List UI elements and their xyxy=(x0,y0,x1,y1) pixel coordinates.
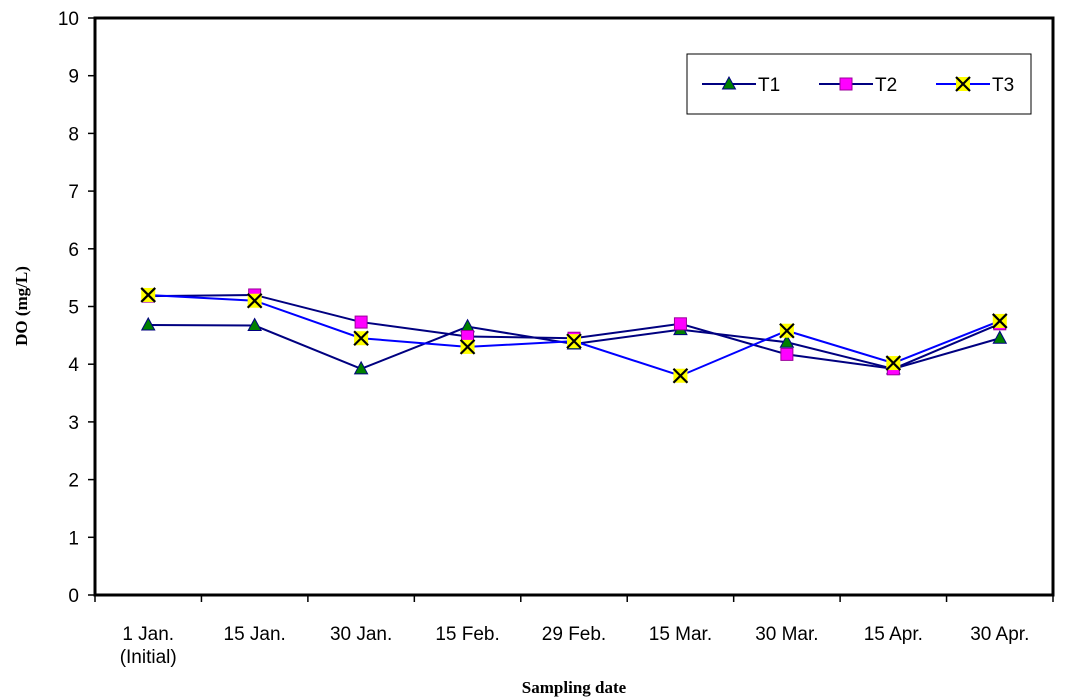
data-point-t1 xyxy=(353,360,369,375)
x-marker-stroke xyxy=(140,287,157,303)
y-tick-label: 9 xyxy=(68,67,79,88)
legend-marker-t3 xyxy=(955,76,971,92)
x-axis-title: Sampling date xyxy=(522,678,627,697)
y-tick-label: 3 xyxy=(68,413,79,434)
y-tick-label: 2 xyxy=(68,471,79,492)
legend-marker-t2 xyxy=(839,77,853,91)
data-point-t3 xyxy=(353,330,369,347)
x-marker-stroke xyxy=(991,313,1008,329)
data-point-t3 xyxy=(672,367,689,384)
legend-label-t3: T3 xyxy=(992,75,1014,96)
data-point-t3 xyxy=(459,339,476,355)
data-point-t3 xyxy=(140,287,157,303)
x-tick-label: 15 Jan. xyxy=(224,624,286,645)
x-marker-stroke xyxy=(459,339,476,355)
data-point-t3 xyxy=(779,322,795,339)
x-marker-stroke xyxy=(779,322,795,339)
legend-label-t2: T2 xyxy=(875,75,897,96)
data-point-t3 xyxy=(885,355,902,371)
x-marker-stroke xyxy=(672,367,689,384)
axes: 0 1 2 3 4 5 6 7 8 9 10 1 Jan.(Initial) 15 Jan. 30 Jan… xyxy=(58,9,1054,668)
data-point-t2 xyxy=(780,347,794,361)
data-point-t2 xyxy=(673,317,687,331)
x-tick-label: 15 Mar. xyxy=(649,624,712,645)
y-tick-label: 5 xyxy=(68,298,79,319)
x-marker-stroke xyxy=(885,355,902,371)
legend-marker-t1 xyxy=(721,75,737,90)
x-tick-label: 15 Feb. xyxy=(435,624,499,645)
x-tick-label: 29 Feb. xyxy=(542,624,606,645)
x-marker-stroke xyxy=(353,330,369,347)
data-point-t1 xyxy=(140,316,156,331)
y-tick-label: 0 xyxy=(68,586,79,607)
data-point-t1 xyxy=(247,317,263,332)
y-tick-label: 4 xyxy=(68,355,79,376)
data-point-t1 xyxy=(992,330,1008,344)
data-point-t3 xyxy=(246,292,263,309)
y-tick-label: 7 xyxy=(68,182,79,203)
data-point-t1 xyxy=(779,334,795,348)
data-point-t3 xyxy=(566,333,582,349)
y-tick-label: 6 xyxy=(68,240,79,261)
x-tick-label: 30 Mar. xyxy=(755,624,818,645)
x-tick-label: 15 Apr. xyxy=(864,624,923,645)
y-tick-label: 10 xyxy=(58,9,79,30)
x-tick-label: 30 Jan. xyxy=(330,624,392,645)
x-marker-stroke xyxy=(955,76,971,92)
plot-border xyxy=(93,16,1055,597)
legend-label-t1: T1 xyxy=(758,75,780,96)
y-tick-label: 8 xyxy=(68,124,79,145)
x-marker-stroke xyxy=(566,333,582,349)
x-marker-stroke xyxy=(246,292,263,309)
x-tick-label: 30 Apr. xyxy=(970,624,1029,645)
series-markers xyxy=(140,287,1008,384)
data-point-t3 xyxy=(991,313,1008,329)
y-tick-label: 1 xyxy=(68,528,79,549)
data-point-t2 xyxy=(354,315,368,329)
y-axis-title: DO (mg/L) xyxy=(12,266,31,346)
x-tick-label: 1 Jan. xyxy=(122,624,174,645)
x-tick-label: (Initial) xyxy=(120,647,177,668)
legend: T1 T2 T3 xyxy=(686,53,1032,115)
